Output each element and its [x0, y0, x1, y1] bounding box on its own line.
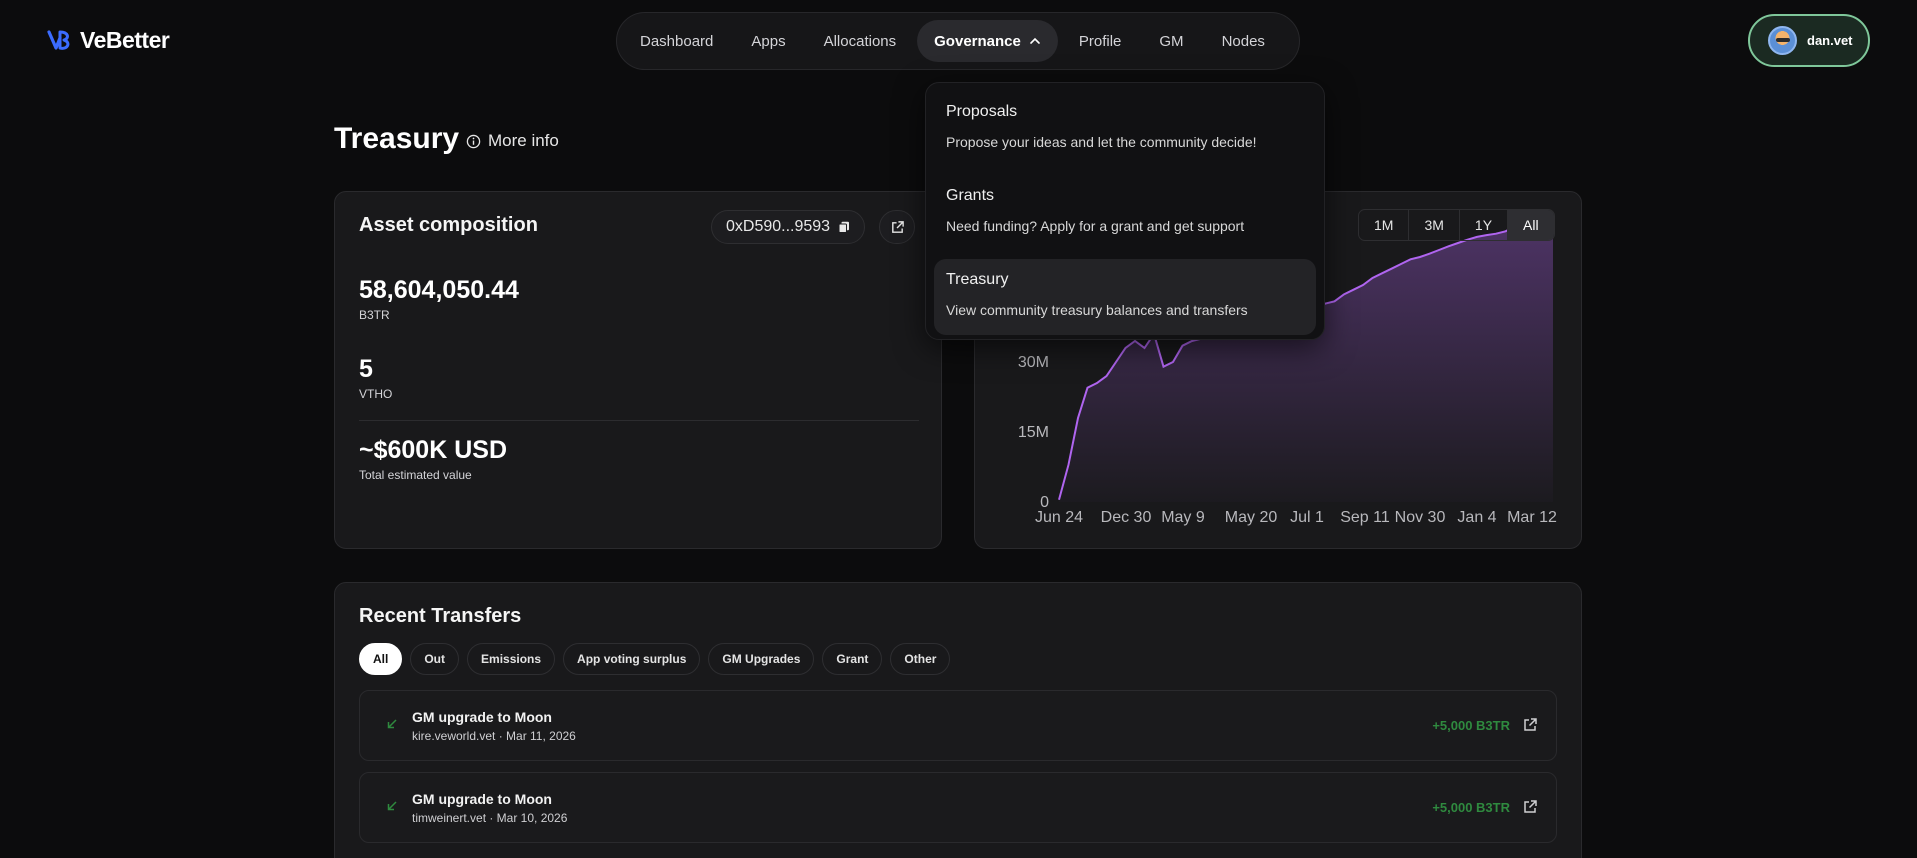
brand-logo[interactable]: VeBetter: [46, 26, 170, 54]
main-nav: Dashboard Apps Allocations Governance Pr…: [616, 12, 1300, 70]
stat-label: VTHO: [359, 387, 393, 401]
vebetter-logo-icon: [47, 30, 70, 50]
nav-governance[interactable]: Governance: [917, 20, 1058, 62]
range-3m-button[interactable]: 3M: [1409, 210, 1460, 240]
menu-item-title: Grants: [946, 187, 995, 204]
range-1m-button[interactable]: 1M: [1359, 210, 1410, 240]
menu-item-description: View community treasury balances and tra…: [946, 302, 1248, 318]
nav-profile[interactable]: Profile: [1062, 20, 1139, 62]
filter-gm-upgrades[interactable]: GM Upgrades: [708, 643, 815, 675]
x-tick-label: Dec 30: [1101, 509, 1152, 526]
filter-emissions[interactable]: Emissions: [467, 643, 556, 675]
nav-label: Allocations: [823, 32, 897, 50]
x-tick-label: Mar 12: [1507, 509, 1557, 526]
x-tick-label: Nov 30: [1395, 509, 1446, 526]
brand-name: VeBetter: [80, 26, 170, 53]
x-tick-label: May 20: [1225, 509, 1278, 526]
nav-label: Nodes: [1221, 32, 1265, 50]
incoming-arrow-icon: [387, 719, 397, 729]
menu-item-description: Need funding? Apply for a grant and get …: [946, 218, 1245, 234]
treasury-address: 0xD590...9593: [726, 218, 831, 235]
external-link-icon[interactable]: [1522, 717, 1538, 733]
more-info-label: More info: [488, 131, 559, 150]
menu-item-grants[interactable]: Grants Need funding? Apply for a grant a…: [934, 175, 1316, 251]
stat-total-value: ~$600K USD Total estimated value: [359, 436, 507, 482]
asset-composition-title: Asset composition: [359, 214, 538, 236]
range-1y-button[interactable]: 1Y: [1460, 210, 1509, 240]
profile-button[interactable]: dan.vet: [1748, 14, 1870, 67]
nav-label: GM: [1159, 32, 1184, 50]
x-tick-label: Jul 1: [1290, 509, 1324, 526]
avatar: [1768, 26, 1797, 55]
stat-label: Total estimated value: [359, 468, 472, 482]
external-link-icon[interactable]: [1522, 799, 1538, 815]
stat-value: 58,604,050.44: [359, 276, 519, 304]
profile-name: dan.vet: [1807, 33, 1853, 48]
chevron-up-icon: [1030, 37, 1040, 44]
info-icon: [466, 134, 481, 148]
x-tick-label: Sep 11: [1340, 509, 1390, 526]
range-all-button[interactable]: All: [1508, 210, 1554, 240]
filter-out[interactable]: Out: [410, 643, 460, 675]
nav-nodes[interactable]: Nodes: [1205, 20, 1282, 62]
y-tick-label: 0: [1040, 494, 1049, 511]
transfer-title: GM upgrade to Moon: [412, 709, 552, 725]
nav-dashboard[interactable]: Dashboard: [623, 20, 730, 62]
stat-value: 5: [359, 355, 373, 383]
menu-item-title: Treasury: [946, 271, 1009, 288]
transfer-subtitle: timweinert.vet · Mar 10, 2026: [412, 811, 568, 825]
incoming-arrow-icon: [387, 801, 397, 811]
external-link-icon: [891, 220, 904, 233]
transfer-row[interactable]: GM upgrade to Moon kire.veworld.vet · Ma…: [359, 690, 1557, 761]
transfer-subtitle: kire.veworld.vet · Mar 11, 2026: [412, 729, 576, 743]
treasury-address-chip[interactable]: 0xD590...9593: [711, 210, 866, 244]
asset-composition-card: Asset composition 0xD590...9593 58,604,0…: [334, 191, 942, 549]
time-range-selector: 1M 3M 1Y All: [1358, 209, 1555, 241]
y-tick-label: 30M: [1018, 354, 1049, 371]
nav-label: Profile: [1078, 32, 1122, 50]
recent-transfers-card: Recent Transfers All Out Emissions App v…: [334, 582, 1582, 858]
stat-b3tr: 58,604,050.44 B3TR: [359, 276, 519, 322]
filter-other[interactable]: Other: [890, 643, 951, 675]
transfer-filters: All Out Emissions App voting surplus GM …: [359, 643, 951, 675]
nav-gm[interactable]: GM: [1142, 20, 1200, 62]
open-explorer-button[interactable]: [879, 210, 915, 244]
nav-label: Apps: [751, 32, 786, 50]
page-title: Treasury: [334, 122, 460, 155]
nav-label: Dashboard: [640, 32, 714, 50]
transfer-title: GM upgrade to Moon: [412, 791, 552, 807]
divider: [359, 420, 919, 421]
x-tick-label: May 9: [1161, 509, 1205, 526]
nav-apps[interactable]: Apps: [734, 20, 802, 62]
filter-all[interactable]: All: [359, 643, 403, 675]
governance-dropdown-menu: Proposals Propose your ideas and let the…: [925, 82, 1325, 340]
menu-item-proposals[interactable]: Proposals Propose your ideas and let the…: [934, 91, 1316, 167]
stat-value: ~$600K USD: [359, 436, 507, 464]
nav-label: Governance: [934, 32, 1021, 50]
stat-vtho: 5 VTHO: [359, 355, 392, 401]
x-tick-label: Jun 24: [1035, 509, 1083, 526]
recent-transfers-title: Recent Transfers: [359, 605, 522, 627]
transfer-amount: +5,000 B3TR: [1432, 718, 1510, 733]
copy-icon[interactable]: [838, 221, 850, 233]
x-tick-label: Jan 4: [1457, 509, 1496, 526]
menu-item-title: Proposals: [946, 103, 1018, 120]
filter-app-voting-surplus[interactable]: App voting surplus: [563, 643, 701, 675]
y-tick-label: 15M: [1018, 424, 1049, 441]
transfer-amount: +5,000 B3TR: [1432, 800, 1510, 815]
chart-area-fill: [1059, 219, 1553, 502]
more-info-link[interactable]: More info: [466, 131, 559, 151]
menu-item-treasury[interactable]: Treasury View community treasury balance…: [934, 259, 1316, 335]
filter-grant[interactable]: Grant: [822, 643, 883, 675]
stat-label: B3TR: [359, 308, 390, 322]
nav-allocations[interactable]: Allocations: [807, 20, 914, 62]
transfer-row[interactable]: GM upgrade to Moon timweinert.vet · Mar …: [359, 772, 1557, 843]
menu-item-description: Propose your ideas and let the community…: [946, 134, 1257, 150]
